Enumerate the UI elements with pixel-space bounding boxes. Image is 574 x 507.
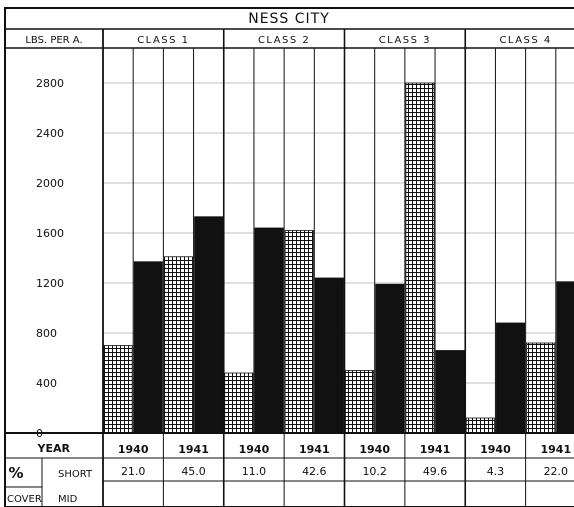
bar-crosshatch: [465, 417, 495, 434]
year-label: 1941: [420, 443, 451, 456]
year-label: 1941: [541, 443, 572, 456]
y-tick-label: 800: [36, 327, 57, 340]
bar-crosshatch: [163, 256, 193, 434]
year-label: 1941: [178, 443, 209, 456]
class-header: CLASS 1: [137, 35, 189, 46]
bar-crosshatch: [345, 370, 375, 434]
y-tick-label: 1600: [36, 227, 64, 240]
bar-crosshatch: [103, 345, 133, 434]
year-label: 1940: [118, 443, 149, 456]
bar-crosshatch: [284, 230, 314, 434]
y-tick-label: 0: [36, 427, 43, 440]
short-value: 11.0: [242, 465, 267, 478]
y-tick-label: 2000: [36, 177, 64, 190]
chart-frame: [4, 7, 574, 507]
year-label: 1940: [480, 443, 511, 456]
bar-solid: [496, 322, 526, 434]
y-axis-label: LBS. PER A.: [25, 35, 82, 46]
bar-solid: [254, 227, 284, 434]
year-label: 1941: [299, 443, 330, 456]
short-value: 42.6: [302, 465, 327, 478]
bar-solid: [556, 281, 574, 434]
short-value: 4.3: [487, 465, 505, 478]
bar-solid: [194, 216, 224, 434]
y-tick-label: 400: [36, 377, 57, 390]
bar-crosshatch: [526, 342, 556, 434]
bar-crosshatch: [224, 372, 254, 434]
short-label: SHORT: [58, 469, 93, 480]
chart-title: NESS CITY: [248, 11, 330, 27]
year-label: 1940: [359, 443, 390, 456]
short-value: 49.6: [423, 465, 448, 478]
class-header: CLASS 2: [258, 35, 310, 46]
percent-symbol: %: [8, 464, 23, 482]
bar-solid: [435, 350, 465, 434]
short-value: 45.0: [181, 465, 206, 478]
year-row-label: YEAR: [37, 442, 71, 455]
class-header: CLASS 3: [379, 35, 431, 46]
y-tick-label: 2800: [36, 77, 64, 90]
bar-solid: [375, 283, 405, 434]
y-tick-label: 1200: [36, 277, 64, 290]
chart-texts: NESS CITY LBS. PER A. CLASS 1 CLASS 2 CLASS …: [7, 11, 571, 505]
short-value: 21.0: [121, 465, 146, 478]
class-header: CLASS 4: [499, 35, 551, 46]
y-tick-label: 2400: [36, 127, 64, 140]
bars-group: [103, 82, 574, 434]
short-value: 22.0: [544, 465, 569, 478]
year-label: 1940: [239, 443, 270, 456]
bar-solid: [133, 261, 163, 434]
short-value: 10.2: [362, 465, 387, 478]
outer-border: [4, 7, 574, 507]
bar-solid: [314, 277, 344, 434]
mid-label: MID: [58, 494, 78, 505]
bar-crosshatch: [405, 82, 435, 434]
cover-label: COVER: [7, 494, 42, 505]
